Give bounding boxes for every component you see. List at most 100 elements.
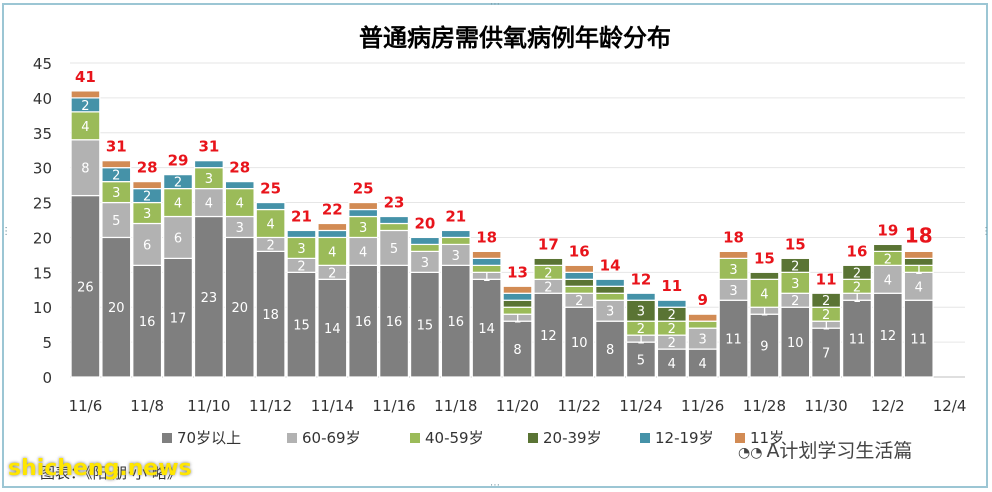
wechat-icon: ◔◔ bbox=[738, 445, 763, 461]
bar-segment-label: 4 bbox=[884, 273, 892, 288]
bar-segment bbox=[224, 188, 255, 218]
bar-segment-label: 3 bbox=[205, 172, 213, 187]
bar-total-label: 15 bbox=[785, 235, 806, 253]
bar-total-label: 31 bbox=[106, 138, 127, 156]
bar-total-label: 15 bbox=[754, 249, 775, 267]
bar-total-label: 28 bbox=[137, 159, 158, 177]
bar-segment bbox=[687, 348, 718, 378]
bar-segment bbox=[502, 285, 533, 294]
bar-segment-label: 16 bbox=[355, 315, 372, 330]
bar-segment-label: 1 bbox=[637, 333, 645, 348]
bar-segment-label: 17 bbox=[170, 312, 187, 327]
x-tick-label: 11/12 bbox=[249, 397, 292, 415]
bar-segment bbox=[595, 278, 626, 287]
bar-segment-label: 3 bbox=[729, 263, 737, 278]
legend-label: 20-39岁 bbox=[543, 429, 602, 447]
bar-segment-label: 14 bbox=[324, 322, 341, 337]
bar-segment bbox=[255, 208, 286, 239]
bar-segment-label: 1 bbox=[853, 291, 861, 306]
bar-segment bbox=[379, 215, 410, 225]
bar-segment bbox=[749, 271, 780, 280]
bar-total-label: 25 bbox=[353, 180, 374, 198]
bar-segment bbox=[163, 215, 193, 259]
bar-segment bbox=[903, 299, 934, 378]
bar-segment-label: 16 bbox=[139, 315, 156, 330]
bar-segment-label: 1 bbox=[482, 270, 490, 285]
bar-segment-label: 12 bbox=[880, 329, 897, 344]
bar-segment bbox=[286, 229, 317, 239]
bar-segment-label: 2 bbox=[544, 280, 552, 295]
legend-swatch bbox=[162, 433, 172, 443]
x-tick-label: 11/14 bbox=[311, 397, 354, 415]
bar-segment-label: 15 bbox=[417, 319, 434, 334]
bar-segment-label: 5 bbox=[390, 242, 398, 257]
bar-segment-label: 2 bbox=[668, 322, 676, 337]
bar-segment-label: 2 bbox=[266, 238, 274, 253]
bar-segment-label: 3 bbox=[606, 305, 614, 320]
resize-handle-right[interactable]: ⋯ bbox=[980, 226, 991, 236]
bar-segment bbox=[193, 215, 224, 378]
bar-segment bbox=[224, 181, 255, 190]
legend-swatch bbox=[735, 433, 745, 443]
y-tick-label: 15 bbox=[33, 264, 52, 282]
resize-handle-bottom[interactable]: ⋯ bbox=[490, 480, 500, 491]
bar-segment bbox=[656, 299, 687, 308]
bar-segment bbox=[132, 264, 163, 378]
legend-label: 70岁以上 bbox=[177, 429, 241, 447]
bar-segment-label: 2 bbox=[328, 266, 336, 281]
bar-segment bbox=[656, 348, 687, 378]
bar-segment-label: 11 bbox=[910, 333, 927, 348]
bar-segment bbox=[687, 313, 718, 322]
bar-segment bbox=[564, 271, 595, 280]
bar-segment-label: 15 bbox=[293, 319, 310, 334]
bar-segment-label: 2 bbox=[791, 259, 799, 274]
bar-segment-label: 8 bbox=[81, 162, 89, 177]
bar-segment bbox=[471, 264, 502, 273]
bar-segment-label: 3 bbox=[143, 207, 151, 222]
bar-segment-label: 3 bbox=[112, 186, 120, 201]
bar-segment-label: 23 bbox=[201, 291, 218, 306]
resize-handle-top[interactable]: ⋯ bbox=[490, 0, 500, 10]
bar-segment-label: 4 bbox=[359, 245, 367, 260]
bar-total-label: 16 bbox=[569, 242, 590, 260]
resize-handle-left[interactable]: ⋯ bbox=[0, 226, 11, 236]
x-tick-label: 11/22 bbox=[558, 397, 601, 415]
bar-segment bbox=[872, 243, 903, 253]
bar-segment bbox=[255, 201, 286, 211]
bar-segment bbox=[502, 299, 533, 308]
bar-total-label: 18 bbox=[905, 223, 933, 247]
bar-total-label: 13 bbox=[507, 263, 528, 281]
chart-caption: 图表：《阳·朋·小·略》 bbox=[40, 464, 182, 482]
bar-segment-label: 26 bbox=[77, 280, 94, 295]
bar-segment-label: 4 bbox=[81, 120, 89, 135]
bar-segment bbox=[718, 299, 749, 378]
x-tick-label: 11/18 bbox=[434, 397, 477, 415]
bar-segment bbox=[379, 222, 410, 232]
y-tick-label: 10 bbox=[33, 299, 52, 317]
bar-segment bbox=[317, 222, 348, 232]
x-tick-label: 11/6 bbox=[69, 397, 103, 415]
bar-segment-label: 2 bbox=[575, 294, 583, 309]
bar-segment-label: 14 bbox=[478, 322, 495, 337]
bar-segment-label: 20 bbox=[231, 301, 248, 316]
bar-segment bbox=[163, 188, 193, 218]
x-tick-label: 11/24 bbox=[619, 397, 662, 415]
bar-segment bbox=[317, 229, 348, 239]
bar-segment-label: 11 bbox=[725, 333, 742, 348]
bar-segment bbox=[70, 194, 101, 378]
bar-segment-label: 3 bbox=[297, 242, 305, 257]
bar-segment bbox=[317, 236, 348, 266]
bar-segment-label: 2 bbox=[668, 308, 676, 323]
bar-segment-label: 2 bbox=[668, 336, 676, 351]
bar-total-label: 21 bbox=[445, 207, 466, 225]
bar-segment-label: 2 bbox=[853, 280, 861, 295]
watermark-right-text: A计划学习生活篇 bbox=[766, 440, 913, 462]
bar-total-label: 12 bbox=[631, 270, 652, 288]
bar-segment bbox=[502, 320, 533, 378]
bar-total-label: 11 bbox=[816, 270, 837, 288]
y-tick-label: 5 bbox=[42, 334, 52, 352]
bar-segment-label: 4 bbox=[760, 287, 768, 302]
legend-swatch bbox=[410, 433, 420, 443]
bar-segment-label: 18 bbox=[262, 308, 279, 323]
y-tick-label: 25 bbox=[33, 195, 52, 213]
